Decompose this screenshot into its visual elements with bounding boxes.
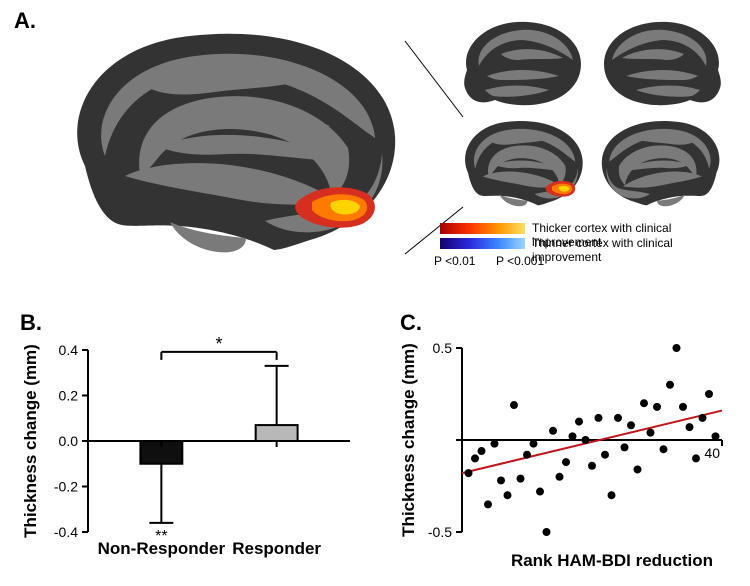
panel-b-label: B. [20,310,42,336]
brain-thumb-lateral-right [600,18,730,108]
scatter-chart: -0.5 0.5 Thickness change (mm) 40 Rank HAM-B… [400,330,730,570]
legend-cool-label: Thinner cortex with clinical improvement [532,236,730,264]
svg-text:0.5: 0.5 [433,340,453,356]
svg-text:Thickness change (mm): Thickness change (mm) [400,343,418,537]
figure: A. Thicker cortex with clinical improvem… [0,0,750,586]
svg-text:Responder: Responder [232,539,321,558]
panel-a: A. Thicker cortex with clinical improvem… [10,8,740,298]
bar-chart: -0.4-0.20.00.20.4Thickness change (mm)No… [20,330,360,570]
brain-thumb-medial-right [600,118,730,208]
legend-p-right: P <0.001 [496,254,544,268]
svg-text:0.4: 0.4 [59,342,79,358]
brain-thumb-lateral-left [455,18,585,108]
svg-text:-0.5: -0.5 [428,524,452,540]
svg-text:0.2: 0.2 [59,388,79,404]
svg-text:40: 40 [704,445,720,461]
svg-text:**: ** [155,528,167,545]
panel-b: B. -0.4-0.20.00.20.4Thickness change (mm… [20,330,360,570]
svg-text:Thickness change (mm): Thickness change (mm) [21,344,40,538]
brain-medial-main [50,26,400,256]
legend-p-left: P <0.01 [434,254,475,268]
brain-thumb-medial-left [455,118,585,208]
legend: Thicker cortex with clinical improvement… [440,220,730,280]
svg-text:0.0: 0.0 [59,433,79,449]
panel-c: C. -0.50.5Thickness change (mm)40Rank HA… [400,330,730,570]
legend-warm-bar [440,223,525,234]
svg-text:-0.2: -0.2 [54,479,78,495]
legend-cool-bar [440,238,525,249]
panel-a-label: A. [14,8,36,34]
svg-text:-0.4: -0.4 [54,524,78,540]
svg-text:*: * [215,334,222,354]
panel-c-label: C. [400,310,422,336]
svg-text:Rank HAM-BDI reduction: Rank HAM-BDI reduction [511,551,713,570]
